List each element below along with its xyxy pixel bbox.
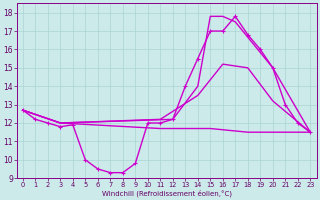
X-axis label: Windchill (Refroidissement éolien,°C): Windchill (Refroidissement éolien,°C): [101, 189, 232, 197]
